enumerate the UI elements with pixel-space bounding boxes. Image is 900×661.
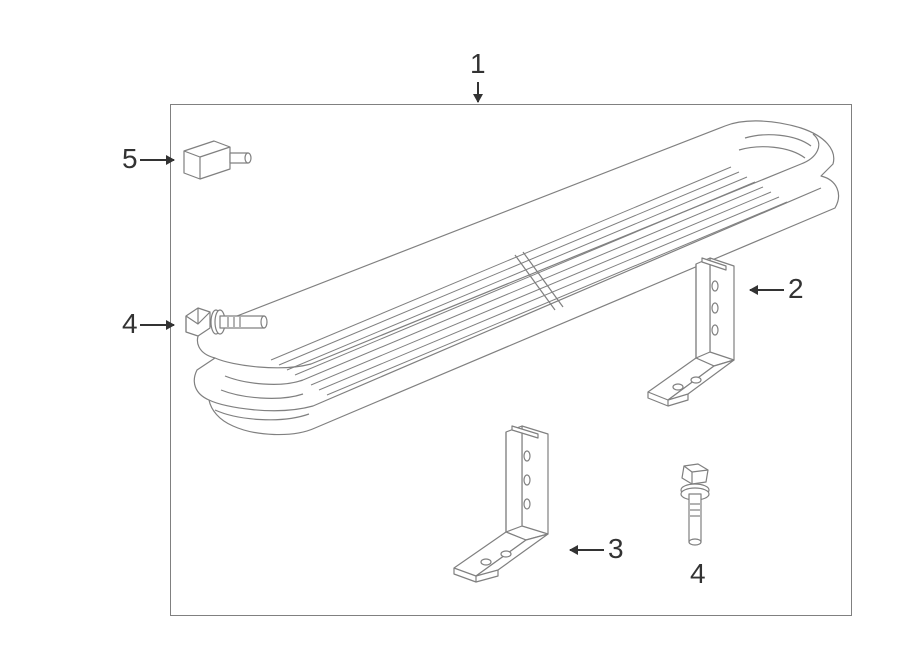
frame-border bbox=[170, 104, 852, 616]
callout-label-4a: 4 bbox=[122, 310, 138, 338]
callout-label-5: 5 bbox=[122, 145, 138, 173]
callout-label-2: 2 bbox=[788, 275, 804, 303]
callout-label-3: 3 bbox=[608, 535, 624, 563]
callout-label-4b: 4 bbox=[690, 560, 706, 588]
callout-label-1: 1 bbox=[470, 50, 486, 78]
callout-leader-3 bbox=[570, 549, 604, 551]
callout-leader-2 bbox=[750, 289, 784, 291]
callout-leader-1 bbox=[477, 82, 479, 102]
callout-leader-5 bbox=[140, 159, 174, 161]
diagram-canvas: 1 5 2 4 3 4 bbox=[0, 0, 900, 661]
callout-leader-4a bbox=[140, 324, 174, 326]
